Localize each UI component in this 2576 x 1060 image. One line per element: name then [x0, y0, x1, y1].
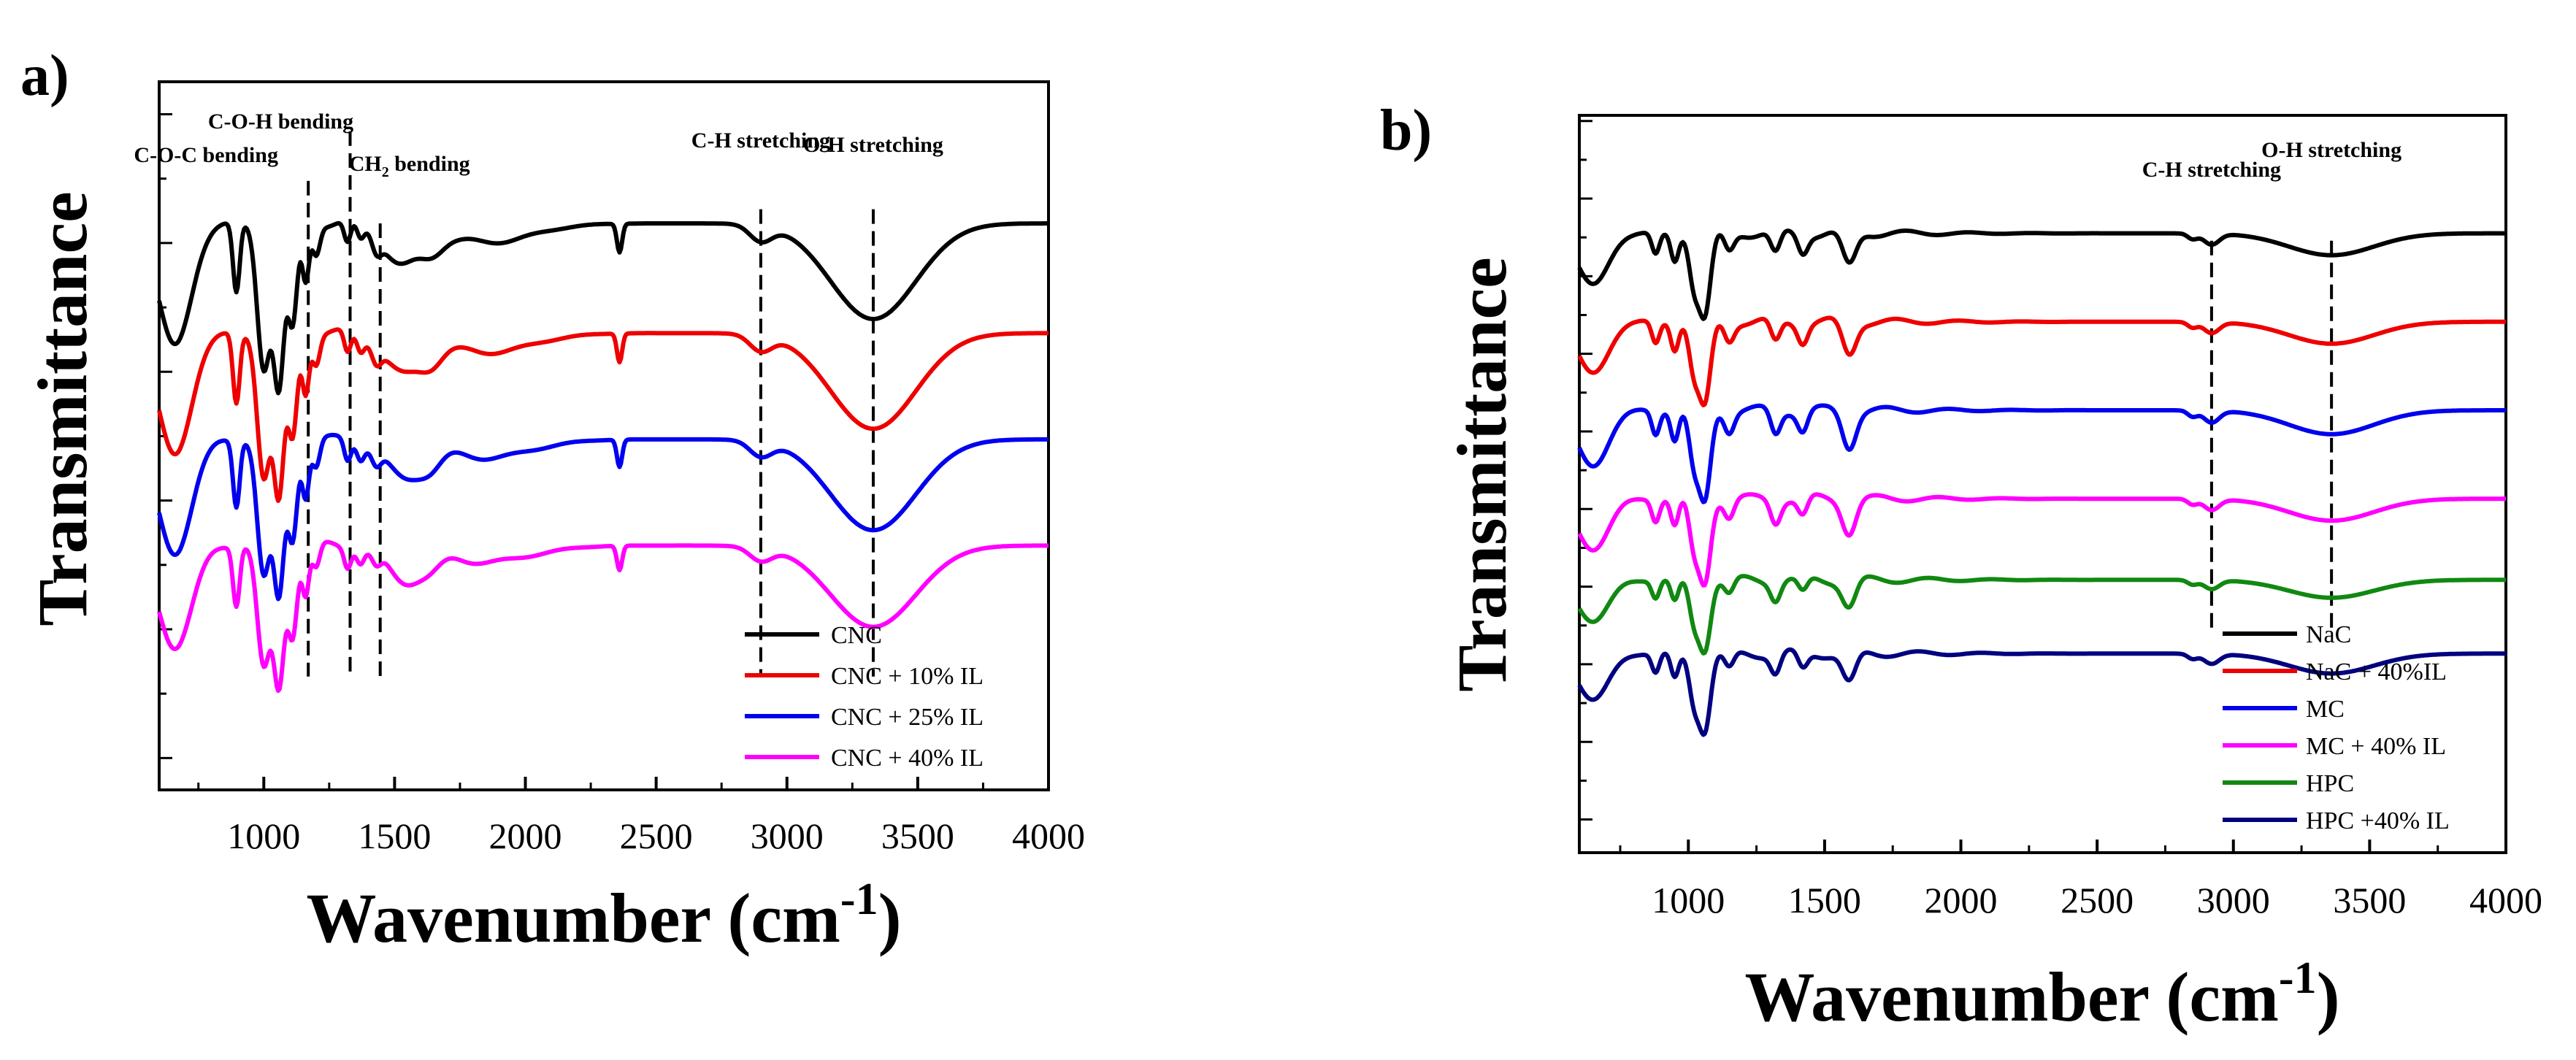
annotation-text: C-H stretching [2142, 158, 2281, 182]
series-line-nac [1577, 228, 2507, 321]
annotation-label: O-H stretching [2261, 138, 2401, 162]
annotation-text: C-H stretching [691, 128, 830, 153]
panel-b: b) 1000 1500 2000 2500 3000 3500 4000 Wavenumber… [1380, 99, 2542, 1036]
x-tick-label: 2000 [1925, 880, 1998, 921]
annotation-label: C-O-H bending [208, 110, 353, 134]
legend-label: CNC + 10% IL [831, 663, 984, 690]
annotation-text: C-O-C bending [134, 143, 278, 167]
annotation-label: C-O-C bending [134, 143, 278, 167]
x-axis-title-text: Wavenumber (cm [1744, 958, 2278, 1036]
annotation-label: CH2 bending [349, 152, 470, 180]
x-axis-title: Wavenumber (cm-1) [306, 875, 901, 957]
annotation-label: O-H stretching [803, 133, 943, 157]
annotation-label: C-H stretching [691, 128, 830, 153]
series-line-cnc-40-il [157, 539, 1050, 694]
annotation-text: CH [349, 152, 382, 176]
x-axis-title-close: ) [878, 879, 902, 957]
legend-label: MC [2306, 696, 2345, 723]
x-tick-label: 2500 [2061, 880, 2134, 921]
legend-label: CNC + 40% IL [831, 745, 984, 772]
series-line-cnc [157, 220, 1050, 396]
series-line-mc-40-il [1577, 492, 2507, 588]
legend-label: NaC + 40%IL [2306, 658, 2447, 685]
x-tick-label: 4000 [2469, 880, 2542, 921]
legend-label: HPC [2306, 770, 2354, 797]
x-tick-label: 1000 [227, 815, 300, 856]
y-axis-title: Transmittance [1443, 257, 1521, 691]
x-tick-label: 2500 [620, 815, 693, 856]
series-line-mc [1577, 403, 2507, 504]
panel-label: b) [1380, 99, 1432, 163]
annotation-subscript: 2 [382, 164, 389, 180]
x-tick-label: 1500 [1788, 880, 1861, 921]
series-line-hpc [1577, 574, 2507, 656]
series-line-nac-40-il [1577, 315, 2507, 407]
annotation-label: C-H stretching [2142, 158, 2281, 182]
plot-frame [1578, 114, 2507, 854]
x-axis-title-superscript: -1 [2279, 953, 2317, 1003]
annotation-text: O-H stretching [803, 133, 943, 157]
x-tick-label: 2000 [489, 815, 562, 856]
series-line-cnc-25-il [157, 432, 1050, 602]
x-tick-label: 1000 [1652, 880, 1725, 921]
legend-label: HPC +40% IL [2306, 807, 2450, 834]
x-tick-label: 4000 [1012, 815, 1085, 856]
x-tick-label: 3000 [751, 815, 824, 856]
x-axis-title-superscript: -1 [840, 875, 878, 924]
series-line-hpc-40-il [1577, 647, 2507, 737]
x-tick-label: 1500 [358, 815, 431, 856]
legend-label: CNC + 25% IL [831, 704, 984, 731]
panel-label: a) [20, 44, 69, 108]
annotation-text: C-O-H bending [208, 110, 353, 134]
x-axis-title-close: ) [2317, 958, 2340, 1036]
x-tick-label: 3500 [2333, 880, 2406, 921]
annotation-text: O-H stretching [2261, 138, 2401, 162]
legend-label: CNC [831, 622, 882, 649]
legend-label: NaC [2306, 621, 2351, 648]
y-axis-title: Transmittance [23, 191, 101, 626]
annotation-rest: bending [389, 152, 470, 176]
x-tick-label: 3000 [2197, 880, 2270, 921]
x-axis-title: Wavenumber (cm-1) [1744, 953, 2339, 1036]
x-axis-title-text: Wavenumber (cm [306, 879, 840, 957]
legend-label: MC + 40% IL [2306, 733, 2446, 760]
panel-a: a) 1000 1500 2000 2500 3000 3500 4000 Wavenumber… [20, 44, 1085, 957]
series-line-cnc-10-il [157, 327, 1050, 503]
x-tick-label: 3500 [881, 815, 954, 856]
